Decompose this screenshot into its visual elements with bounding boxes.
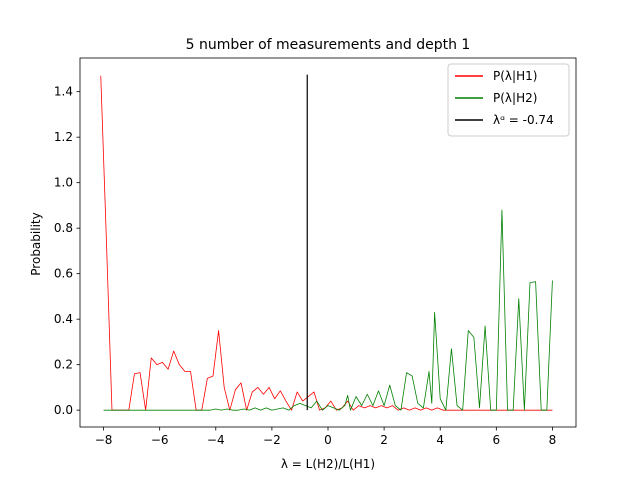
y-tick-label: 0.6 [54, 267, 73, 281]
y-tick-label: 1.4 [54, 85, 73, 99]
legend-label: P(λ|H1) [493, 69, 537, 83]
legend-box [447, 63, 570, 137]
x-axis-label: λ = L(H2)/L(H1) [281, 457, 375, 471]
legend-label: λᵅ = -0.74 [493, 113, 554, 127]
y-tick-label: 0.2 [54, 358, 73, 372]
x-tick-label: −4 [207, 433, 225, 447]
y-axis-label: Probability [29, 212, 43, 275]
x-tick-label: 0 [324, 433, 332, 447]
y-tick-label: 1.0 [54, 176, 73, 190]
x-tick-label: 8 [549, 433, 557, 447]
legend: P(λ|H1) P(λ|H2) λᵅ = -0.74 [447, 63, 570, 137]
x-tick-label: −8 [95, 433, 113, 447]
x-tick-label: 2 [380, 433, 388, 447]
x-tick-label: 6 [493, 433, 501, 447]
chart-title: 5 number of measurements and depth 1 [186, 37, 471, 53]
series-line-2 [103, 209, 553, 411]
axes: −8 −6 −4 −2 0 2 4 6 8 0.0 0.2 0.4 0.6 0.8 1.0 1.2 1.4 [54, 57, 577, 447]
x-tick-label: −6 [151, 433, 169, 447]
x-tick-label: 4 [436, 433, 444, 447]
series-line-1 [100, 75, 553, 411]
x-tick-label: −2 [263, 433, 281, 447]
y-tick-label: 0.8 [54, 221, 73, 235]
y-tick-label: 1.2 [54, 130, 73, 144]
legend-label: P(λ|H2) [493, 91, 537, 105]
plot-area [100, 74, 553, 411]
y-tick-label: 0.4 [54, 312, 73, 326]
y-tick-label: 0.0 [54, 403, 73, 417]
